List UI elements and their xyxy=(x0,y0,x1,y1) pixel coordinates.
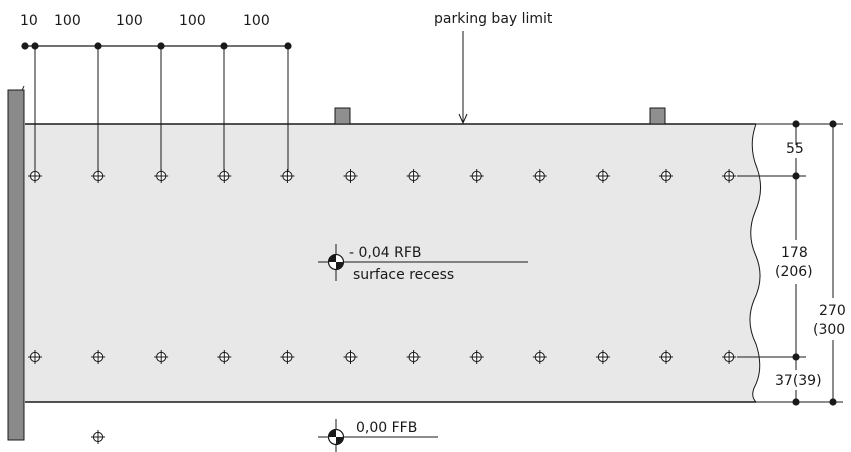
anchor-bottom-1 xyxy=(28,350,42,364)
anchor-bottom-7 xyxy=(406,350,421,364)
level-marker-recess xyxy=(318,244,528,281)
anchor-bottom-5 xyxy=(280,350,295,364)
anchor-top-8 xyxy=(469,169,484,183)
dim-label-206: (206) xyxy=(775,264,813,280)
anchor-points xyxy=(28,169,737,444)
anchor-top-2 xyxy=(91,169,106,183)
anchor-top-1 xyxy=(28,169,42,183)
anchor-loose-1 xyxy=(91,430,105,444)
top-dimension-ticks xyxy=(34,46,289,176)
anchor-top-5 xyxy=(280,169,295,183)
slab-area xyxy=(25,124,761,402)
parking-bay-limit-arrowhead xyxy=(458,113,468,125)
anchor-top-3 xyxy=(154,169,169,183)
anchor-bottom-3 xyxy=(154,350,169,364)
dim-label-100-b: 100 xyxy=(116,13,143,29)
dim-label-270: 270 xyxy=(819,303,846,319)
post-left xyxy=(334,107,351,125)
right-dimension-dots xyxy=(792,120,837,406)
dim-label-100-d: 100 xyxy=(243,13,270,29)
anchor-top-9 xyxy=(532,169,547,183)
anchor-bottom-11 xyxy=(659,350,673,364)
floor-level-label: 0,00 FFB xyxy=(356,420,417,436)
level-marker-floor xyxy=(318,419,438,452)
dim-label-100-c: 100 xyxy=(179,13,206,29)
dim-label-178: 178 xyxy=(781,245,808,261)
dim-label-100-a: 100 xyxy=(54,13,81,29)
anchor-bottom-4 xyxy=(217,350,232,364)
parking-bay-limit-label: parking bay limit xyxy=(434,11,553,27)
wall xyxy=(7,89,25,441)
post-right xyxy=(649,107,666,125)
dim-label-10: 10 xyxy=(20,13,38,29)
anchor-bottom-6 xyxy=(343,350,358,364)
dim-label-55: 55 xyxy=(786,141,804,157)
dim-label-37-39: 37(39) xyxy=(775,373,822,389)
anchor-top-6 xyxy=(343,169,358,183)
anchor-top-4 xyxy=(217,169,232,183)
anchor-bottom-8 xyxy=(469,350,484,364)
anchor-top-7 xyxy=(406,169,421,183)
anchor-top-10 xyxy=(595,169,610,183)
anchor-bottom-12 xyxy=(722,350,737,364)
break-line xyxy=(749,123,761,403)
recess-description-label: surface recess xyxy=(353,267,454,283)
anchor-top-11 xyxy=(659,169,673,183)
anchor-bottom-9 xyxy=(532,350,547,364)
dim-label-300: (300 xyxy=(813,322,845,338)
top-dimension-dots xyxy=(21,42,292,50)
recess-level-label: - 0,04 RFB xyxy=(349,245,422,261)
anchor-bottom-2 xyxy=(91,350,106,364)
anchor-top-12 xyxy=(722,169,737,183)
anchor-bottom-10 xyxy=(595,350,610,364)
